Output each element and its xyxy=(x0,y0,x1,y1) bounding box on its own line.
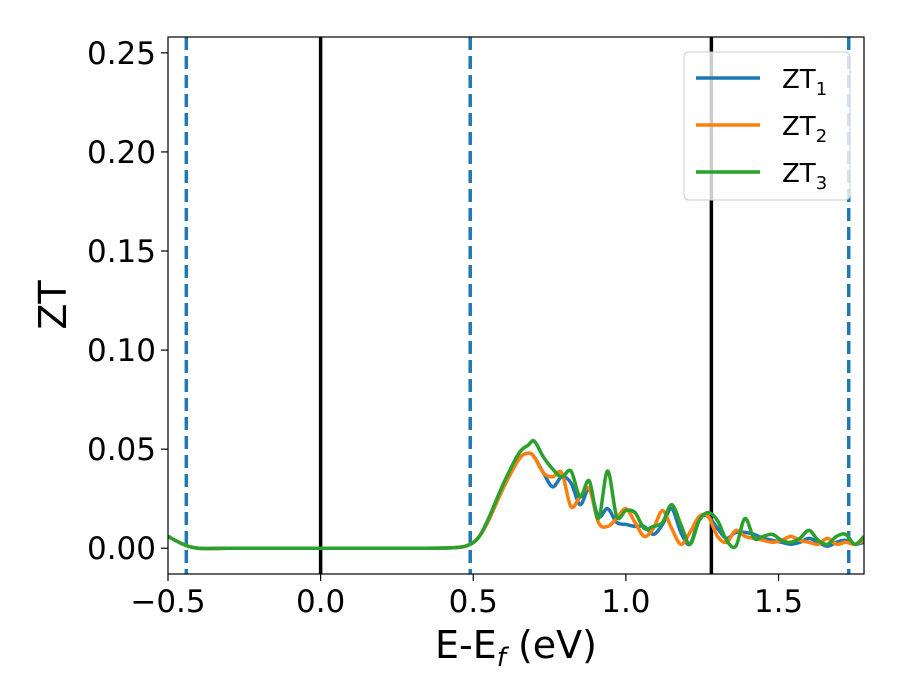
y-axis-label: ZT xyxy=(31,280,75,330)
x-axis: −0.5 0.0 0.5 1.0 1.5 xyxy=(130,574,803,620)
legend-label-3: ZT3 xyxy=(782,159,827,194)
legend-label-2: ZT2 xyxy=(782,112,827,147)
x-axis-label-main: E-E xyxy=(435,623,497,667)
series-line-3 xyxy=(168,438,864,551)
series-line-2 xyxy=(168,451,864,551)
y-tick-label: 0.20 xyxy=(87,135,156,171)
series-line-1 xyxy=(168,451,864,551)
legend-label-main: ZT xyxy=(782,65,816,95)
y-axis: 0.00 0.05 0.10 0.15 0.20 0.25 xyxy=(87,36,168,567)
x-tick-label: 1.5 xyxy=(754,584,803,620)
series-group xyxy=(168,438,864,551)
legend-label-main: ZT xyxy=(782,112,816,142)
legend-label-subscript: 3 xyxy=(816,173,827,194)
x-tick-label: 0.5 xyxy=(449,584,498,620)
x-tick-label: −0.5 xyxy=(130,584,205,620)
y-tick-label: 0.05 xyxy=(87,432,156,468)
legend-label-subscript: 2 xyxy=(816,126,827,147)
y-tick-label: 0.10 xyxy=(87,333,156,369)
x-axis-label: E-Ef (eV) xyxy=(435,623,597,673)
x-axis-label-unit: (eV) xyxy=(506,623,597,667)
y-tick-label: 0.25 xyxy=(87,36,156,72)
legend-label-main: ZT xyxy=(782,159,816,189)
y-tick-label: 0.00 xyxy=(87,531,156,567)
plot-frame xyxy=(167,36,865,575)
y-tick-label: 0.15 xyxy=(87,234,156,270)
legend-box xyxy=(683,51,851,201)
legend-label-subscript: 1 xyxy=(816,79,827,100)
x-tick-label: 1.0 xyxy=(601,584,650,620)
x-tick-label: 0.0 xyxy=(296,584,345,620)
legend-label-1: ZT1 xyxy=(782,65,827,100)
